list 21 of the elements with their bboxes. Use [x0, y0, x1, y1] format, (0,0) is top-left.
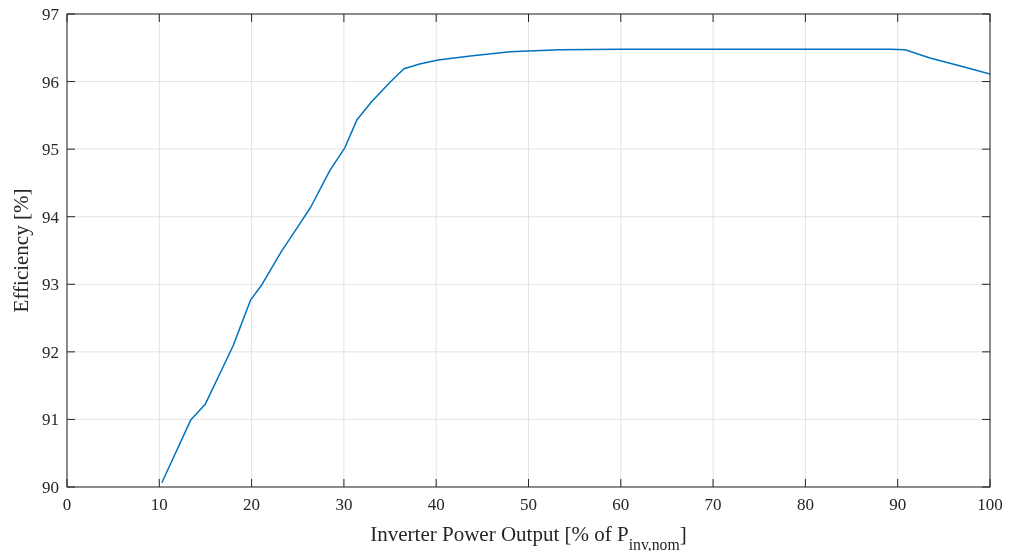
y-tick-label: 93 — [42, 275, 59, 295]
x-tick-label: 30 — [335, 495, 353, 514]
x-tick-label: 50 — [520, 495, 537, 514]
x-tick-label: 70 — [704, 495, 722, 514]
y-tick-label: 91 — [42, 410, 59, 430]
x-tick-label: 60 — [612, 495, 630, 514]
x-tick-label: 80 — [796, 495, 814, 514]
y-tick-label: 90 — [42, 478, 59, 497]
x-tick-label: 0 — [62, 495, 72, 514]
x-tick-label: 40 — [427, 495, 445, 514]
line-series — [161, 48, 990, 484]
y-tick-label: 95 — [42, 140, 59, 160]
x-tick-label: 100 — [977, 495, 1003, 514]
x-tick-label: 20 — [243, 495, 261, 514]
x-tick-label: 90 — [889, 495, 907, 514]
y-tick-label: 97 — [42, 5, 60, 24]
y-axis-title: Efficiency [%] — [9, 188, 33, 313]
y-tick-label: 92 — [42, 342, 59, 362]
y-tick-label: 96 — [42, 72, 59, 92]
x-tick-label: 10 — [150, 495, 168, 514]
y-tick-label: 94 — [42, 207, 60, 227]
